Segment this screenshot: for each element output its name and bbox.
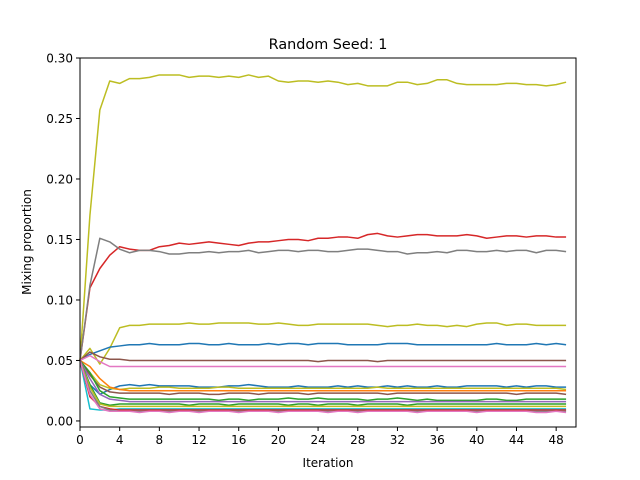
series-line-14 — [79, 360, 567, 406]
y-tick-label: 0.25 — [46, 112, 73, 126]
series-line-5 — [79, 342, 567, 362]
y-tick-label: 0.15 — [46, 233, 73, 247]
x-tick-label: 44 — [509, 433, 524, 447]
series-line-10 — [79, 359, 567, 392]
x-tick-label: 4 — [116, 433, 124, 447]
x-tick-label: 24 — [310, 433, 325, 447]
x-tick-label: 40 — [469, 433, 484, 447]
x-tick-label: 8 — [156, 433, 164, 447]
y-axis-ticks: 0.00 0.05 0.10 0.15 0.20 0.25 0.30 — [46, 52, 80, 428]
y-tick-label: 0.20 — [46, 172, 73, 186]
series-line-11 — [79, 360, 567, 396]
series-lines — [79, 74, 567, 414]
series-line-1 — [79, 74, 567, 361]
series-line-7 — [79, 354, 567, 368]
series-line-8 — [79, 360, 567, 396]
series-line-3 — [79, 237, 567, 361]
x-tick-label: 20 — [271, 433, 286, 447]
y-tick-label: 0.05 — [46, 354, 73, 368]
x-tick-label: 12 — [191, 433, 206, 447]
series-line-15 — [79, 360, 567, 408]
series-line-6 — [79, 351, 567, 363]
series-line-2 — [79, 232, 567, 361]
series-line-19 — [79, 360, 567, 414]
series-line-4 — [79, 322, 567, 365]
x-axis-label: Iteration — [303, 456, 354, 470]
x-axis-ticks: 0 4 8 12 16 20 24 28 32 36 40 44 48 — [76, 427, 564, 447]
series-line-12 — [79, 359, 567, 402]
x-tick-label: 0 — [76, 433, 84, 447]
series-line-9 — [79, 359, 567, 391]
y-axis-label: Mixing proportion — [20, 189, 34, 295]
y-tick-label: 0.00 — [46, 414, 73, 428]
chart-title: Random Seed: 1 — [269, 37, 388, 53]
series-line-17 — [79, 360, 567, 411]
x-tick-label: 36 — [429, 433, 444, 447]
x-tick-label: 48 — [549, 433, 564, 447]
y-tick-label: 0.30 — [46, 52, 73, 66]
x-tick-label: 16 — [231, 433, 246, 447]
plot-frame — [79, 57, 577, 428]
series-line-13 — [79, 360, 567, 403]
y-tick-label: 0.10 — [46, 293, 73, 307]
series-line-16 — [79, 360, 567, 411]
x-tick-label: 32 — [390, 433, 405, 447]
x-tick-label: 28 — [350, 433, 365, 447]
